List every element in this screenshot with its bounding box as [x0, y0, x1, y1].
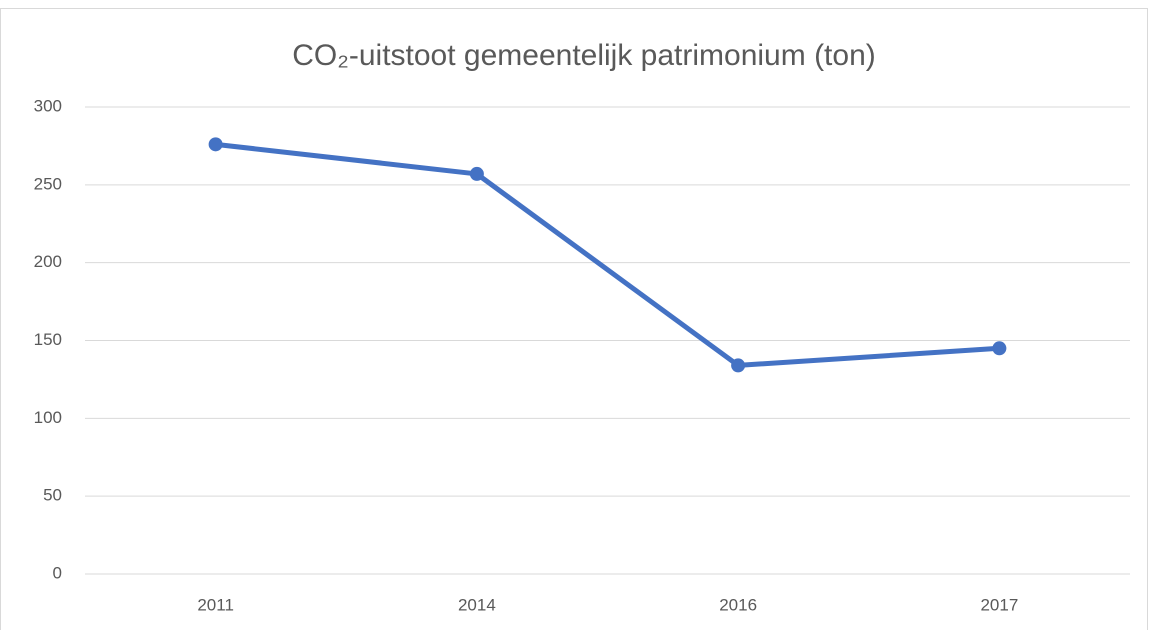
- x-tick-label: 2017: [980, 595, 1018, 614]
- x-tick-label: 2016: [719, 595, 757, 614]
- y-tick-label: 100: [34, 408, 62, 427]
- y-tick-label: 300: [34, 96, 62, 115]
- x-tick-label: 2014: [458, 595, 496, 614]
- y-tick-label: 0: [53, 563, 62, 582]
- y-tick-label: 250: [34, 174, 62, 193]
- chart-border: [0, 8, 1148, 630]
- chart-title: CO₂-uitstoot gemeentelijk patrimonium (t…: [292, 39, 876, 72]
- data-point: [208, 137, 223, 152]
- data-point: [992, 341, 1007, 356]
- y-tick-label: 200: [34, 252, 62, 271]
- x-tick-label: 2011: [197, 595, 234, 614]
- data-line: [213, 141, 1002, 368]
- y-tick-label: 150: [34, 330, 62, 349]
- y-tick-label: 50: [43, 486, 62, 505]
- data-point: [469, 166, 484, 181]
- data-point: [731, 358, 746, 373]
